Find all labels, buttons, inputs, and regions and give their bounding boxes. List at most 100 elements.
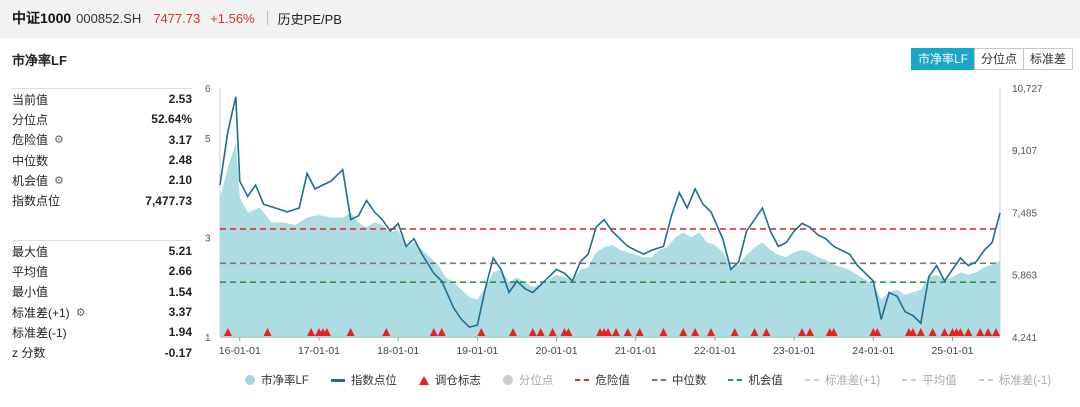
legend-label: 市净率LF — [261, 375, 309, 387]
stat-value: 7,477.73 — [145, 193, 192, 208]
legend-item[interactable]: 危险值 — [575, 372, 630, 388]
rebalance-marker — [730, 328, 739, 336]
stat-label-text: 标准差(+1) — [12, 305, 70, 320]
y-left-tick-label: 5 — [205, 134, 211, 145]
rebalance-marker — [798, 328, 807, 336]
stat-label: 当前值 — [12, 91, 48, 108]
x-tick-label: 18-01-01 — [377, 345, 419, 357]
stat-label: z 分数 — [12, 344, 45, 361]
rebalance-marker — [635, 328, 644, 336]
stat-value: 1.54 — [168, 284, 192, 299]
panel-title: 市净率LF — [12, 53, 67, 68]
x-tick-label: 16-01-01 — [219, 345, 261, 357]
rebalance-marker — [263, 328, 272, 336]
stat-row: 分位点 52.64% — [12, 109, 192, 129]
stat-value: 5.21 — [168, 244, 192, 259]
y-left-tick-label: 1 — [205, 333, 211, 344]
stats-group-history: 最大值 5.21 平均值 2.66 最小值 1.54 标准差(+1) ⚙ 3.37 标准差(-1)… — [12, 240, 192, 363]
stat-label: 指数点位 — [12, 192, 60, 209]
legend-line-icon — [330, 378, 345, 382]
percentile-button[interactable]: 分位点 — [973, 48, 1024, 70]
rebalance-marker — [604, 328, 613, 336]
legend-item[interactable]: 指数点位 — [330, 372, 397, 388]
stat-row: 最小值 1.54 — [12, 282, 192, 302]
legend-label: 机会值 — [748, 375, 783, 387]
stat-label: 最大值 — [12, 243, 48, 260]
legend-dash-icon — [728, 379, 743, 381]
rebalance-marker — [964, 328, 973, 336]
rebalance-marker — [992, 328, 1001, 336]
y-right-tick-label: 7,485 — [1012, 208, 1037, 219]
legend-dot-icon — [502, 375, 513, 385]
legend-item[interactable]: 平均值 — [902, 372, 957, 388]
gear-icon[interactable]: ⚙ — [54, 134, 64, 147]
legend-label: 平均值 — [922, 375, 957, 387]
rebalance-marker — [307, 328, 316, 336]
legend-dash-icon — [978, 379, 993, 381]
legend-item[interactable]: 调仓标志 — [418, 372, 481, 388]
legend-label: 调仓标志 — [434, 375, 481, 387]
chart-panel: 市净率LF 市净率LF 分位点 标准差 当前值 2.53 分位点 52.64% 危险值 ⚙… — [0, 38, 1080, 407]
x-tick-label: 21-01-01 — [615, 345, 657, 357]
rebalance-marker — [691, 328, 700, 336]
stat-label-text: z 分数 — [12, 346, 46, 361]
rebalance-marker — [805, 328, 814, 336]
stat-label-text: 分位点 — [12, 112, 49, 127]
rebalance-marker — [829, 328, 838, 336]
stddev-button[interactable]: 标准差 — [1022, 48, 1073, 70]
stat-label-text: 中位数 — [12, 153, 49, 168]
pb-lf-button[interactable]: 市净率LF — [910, 48, 975, 70]
history-pe-pb-tab[interactable]: 历史PE/PB — [277, 11, 342, 27]
x-tick-label: 22-01-01 — [694, 345, 736, 357]
y-left-tick-label: 3 — [205, 233, 211, 244]
stat-value: 3.37 — [168, 305, 192, 320]
stat-label: 危险值 ⚙ — [12, 131, 64, 148]
rebalance-marker — [437, 328, 446, 336]
gear-icon[interactable]: ⚙ — [75, 306, 86, 319]
stat-label: 机会值 ⚙ — [12, 172, 64, 189]
rebalance-marker — [223, 328, 232, 336]
stat-row: 中位数 2.48 — [12, 150, 192, 170]
stat-row: z 分数 -0.17 — [12, 342, 192, 362]
gear-icon[interactable]: ⚙ — [54, 174, 64, 187]
stat-value: -0.17 — [164, 345, 192, 360]
legend-dot-icon — [245, 375, 255, 385]
rebalance-marker — [873, 328, 882, 336]
rebalance-marker — [528, 328, 537, 336]
pb-area-series — [220, 142, 1000, 337]
legend-item[interactable]: 分位点 — [502, 372, 553, 388]
rebalance-marker — [564, 328, 573, 336]
legend-item[interactable]: 标准差(+1) — [804, 372, 880, 388]
stat-row: 指数点位 7,477.73 — [12, 190, 192, 210]
stat-value: 2.53 — [168, 92, 192, 107]
rebalance-marker — [984, 328, 993, 336]
header-divider — [266, 11, 268, 25]
rebalance-marker — [706, 328, 715, 336]
x-tick-label: 25-01-01 — [931, 345, 973, 357]
legend-label: 标准差(-1) — [998, 375, 1052, 387]
stat-label-text: 当前值 — [12, 92, 49, 107]
index-code: 000852.SH — [76, 10, 142, 26]
rebalance-marker — [346, 328, 355, 336]
legend-item[interactable]: 中位数 — [651, 372, 706, 388]
index-change: +1.56% — [210, 10, 255, 26]
rebalance-marker — [750, 328, 759, 336]
rebalance-marker — [536, 328, 545, 336]
legend-item[interactable]: 机会值 — [728, 372, 783, 388]
legend-dash-icon — [575, 379, 590, 381]
stat-row: 平均值 2.66 — [12, 261, 192, 281]
legend-item[interactable]: 标准差(-1) — [978, 372, 1052, 388]
rebalance-marker — [762, 328, 771, 336]
stat-row: 最大值 5.21 — [12, 241, 192, 261]
stat-label: 中位数 — [12, 152, 48, 169]
rebalance-marker — [956, 328, 965, 336]
stat-value: 1.94 — [168, 325, 192, 340]
legend-triangle-icon — [418, 375, 429, 385]
stat-label: 分位点 — [12, 111, 48, 128]
y-left-tick-label: 6 — [205, 84, 211, 95]
header-bar: 中证1000 000852.SH 7477.73 +1.56% 历史PE/PB — [0, 0, 1080, 36]
stat-value: 2.66 — [168, 264, 192, 279]
stat-label-text: 危险值 — [12, 133, 49, 148]
legend-item[interactable]: 市净率LF — [245, 372, 309, 388]
stat-row: 危险值 ⚙ 3.17 — [12, 130, 192, 150]
